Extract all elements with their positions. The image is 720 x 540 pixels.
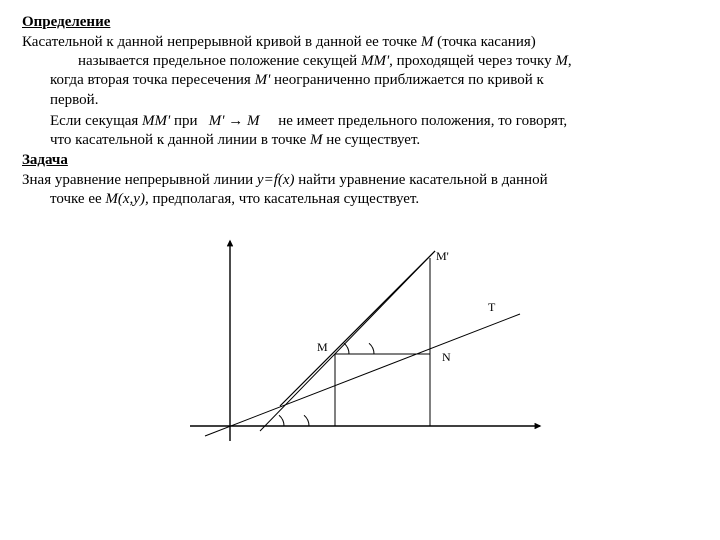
txt: точке ее (50, 191, 105, 207)
txt: неограниченно приближается по кривой к (270, 72, 544, 88)
txt: , проходящей через точку (389, 53, 555, 69)
svg-text:M': M' (436, 249, 449, 263)
svg-text:T: T (488, 300, 496, 314)
txt: , (568, 53, 572, 69)
txt: не существует. (323, 132, 421, 148)
svg-text:M: M (317, 340, 328, 354)
svg-text:N: N (442, 350, 451, 364)
txt: Касательной к данной непрерывной кривой … (22, 34, 421, 50)
sym-Mprime: M' (255, 72, 271, 88)
txt: найти уравнение касательной в данной (295, 172, 548, 188)
definition-heading: Определение (22, 14, 698, 31)
sym-MM: MM' (142, 113, 170, 129)
txt: не имеет предельного положения, то говор… (274, 113, 567, 129)
txt: (точка касания) (433, 34, 535, 50)
sym-eq: y=f(x) (257, 172, 295, 188)
txt: Если секущая (50, 113, 142, 129)
sym-pt: M(x,y), (105, 191, 148, 207)
sym-cond: M' → M (209, 113, 260, 129)
txt: что касательной к данной линии в точке (50, 132, 310, 148)
sym-M: M (421, 34, 434, 50)
txt: называется предельное положение секущей (78, 53, 361, 69)
txt: когда вторая точка пересечения (50, 72, 255, 88)
txt: Зная уравнение непрерывной линии (22, 172, 257, 188)
sym-M: M (310, 132, 323, 148)
txt: первой. (50, 92, 98, 108)
tangent-diagram: T N M M' (160, 226, 560, 466)
sym-M: M (555, 53, 568, 69)
txt: при (170, 113, 201, 129)
task-heading: Задача (22, 152, 698, 169)
definition-para-1: Касательной к данной непрерывной кривой … (22, 33, 698, 110)
definition-para-2: Если секущая MM' при M' → M не имеет пре… (22, 112, 698, 150)
txt: предполагая, что касательная существует. (149, 191, 419, 207)
sym-MM: MM' (361, 53, 389, 69)
task-para: Зная уравнение непрерывной линии y=f(x) … (22, 171, 698, 209)
